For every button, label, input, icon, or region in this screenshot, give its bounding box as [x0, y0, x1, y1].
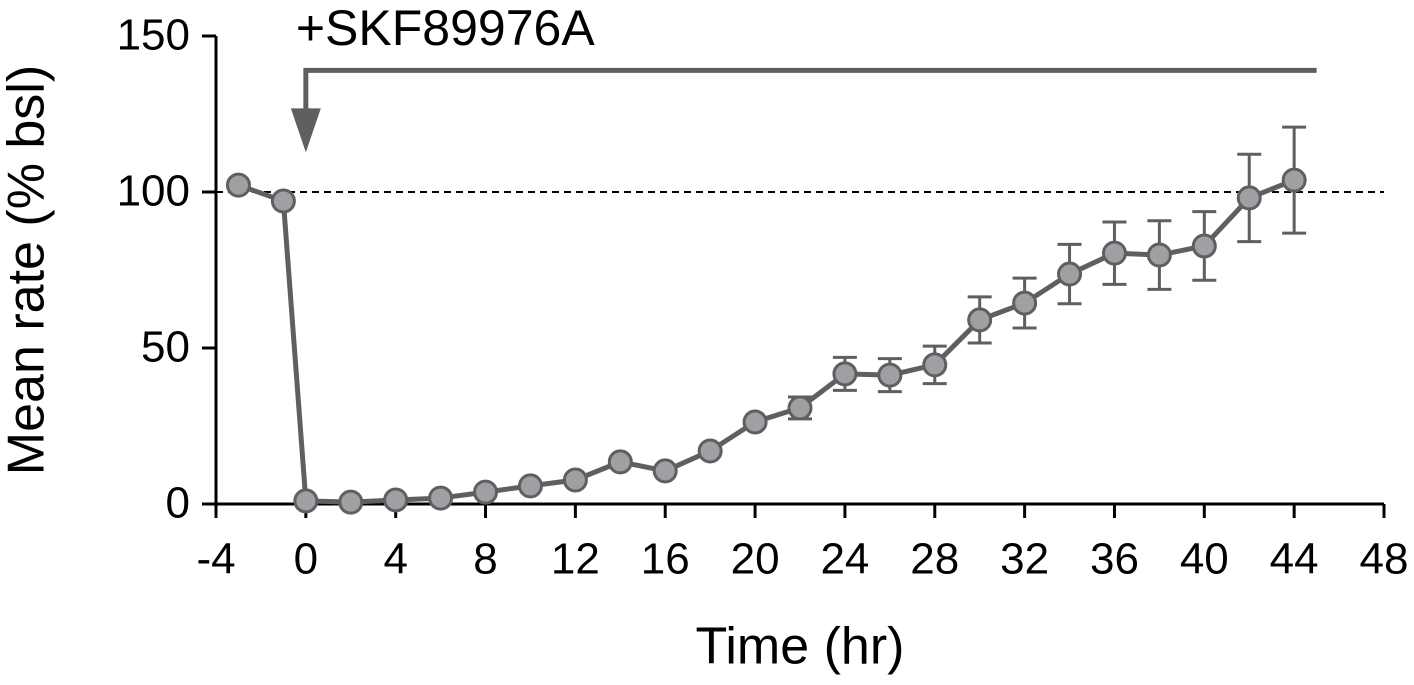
- data-point: [1236, 185, 1262, 211]
- x-tick-label: 16: [641, 535, 690, 584]
- x-tick-label: 32: [1000, 535, 1049, 584]
- data-point: [1191, 233, 1217, 259]
- data-point: [1057, 261, 1083, 287]
- y-tick-label: 0: [166, 479, 190, 528]
- x-tick-label: 24: [820, 535, 869, 584]
- treatment-label: +SKF89976A: [296, 0, 595, 56]
- x-tick-label: 28: [910, 535, 959, 584]
- y-tick-label: 50: [141, 323, 190, 372]
- data-point: [832, 361, 858, 387]
- data-point: [1281, 167, 1307, 193]
- x-tick-label: 12: [551, 535, 600, 584]
- x-tick-label: 8: [473, 535, 497, 584]
- x-tick-label: 4: [383, 535, 407, 584]
- y-axis-label: Mean rate (% bsl): [0, 65, 56, 475]
- x-tick-label: 36: [1090, 535, 1139, 584]
- data-point: [225, 172, 251, 198]
- data-point: [517, 473, 543, 499]
- data-point: [293, 488, 319, 514]
- data-point: [562, 467, 588, 493]
- data-point: [1012, 290, 1038, 316]
- data-point: [742, 409, 768, 435]
- data-point: [922, 352, 948, 378]
- data-point: [428, 485, 454, 511]
- x-tick-label: 0: [294, 535, 318, 584]
- data-point: [1146, 242, 1172, 268]
- data-point: [270, 188, 296, 214]
- x-axis-label: Time (hr): [696, 618, 905, 676]
- x-tick-label: 48: [1360, 535, 1409, 584]
- data-point: [473, 479, 499, 505]
- x-tick-label: -4: [196, 535, 235, 584]
- data-point: [652, 458, 678, 484]
- y-tick-label: 150: [117, 11, 190, 60]
- data-point: [1101, 240, 1127, 266]
- data-point: [787, 395, 813, 421]
- y-tick-label: 100: [117, 167, 190, 216]
- treatment-arrow: [290, 108, 321, 153]
- data-point: [697, 438, 723, 464]
- data-point: [967, 307, 993, 333]
- x-tick-label: 44: [1270, 535, 1319, 584]
- x-tick-label: 40: [1180, 535, 1229, 584]
- data-point: [338, 489, 364, 515]
- data-point: [607, 449, 633, 475]
- x-tick-label: 20: [731, 535, 780, 584]
- data-point: [383, 487, 409, 513]
- data-point: [877, 362, 903, 388]
- treatment-bracket: [303, 67, 1317, 111]
- series-line: [237, 177, 1296, 505]
